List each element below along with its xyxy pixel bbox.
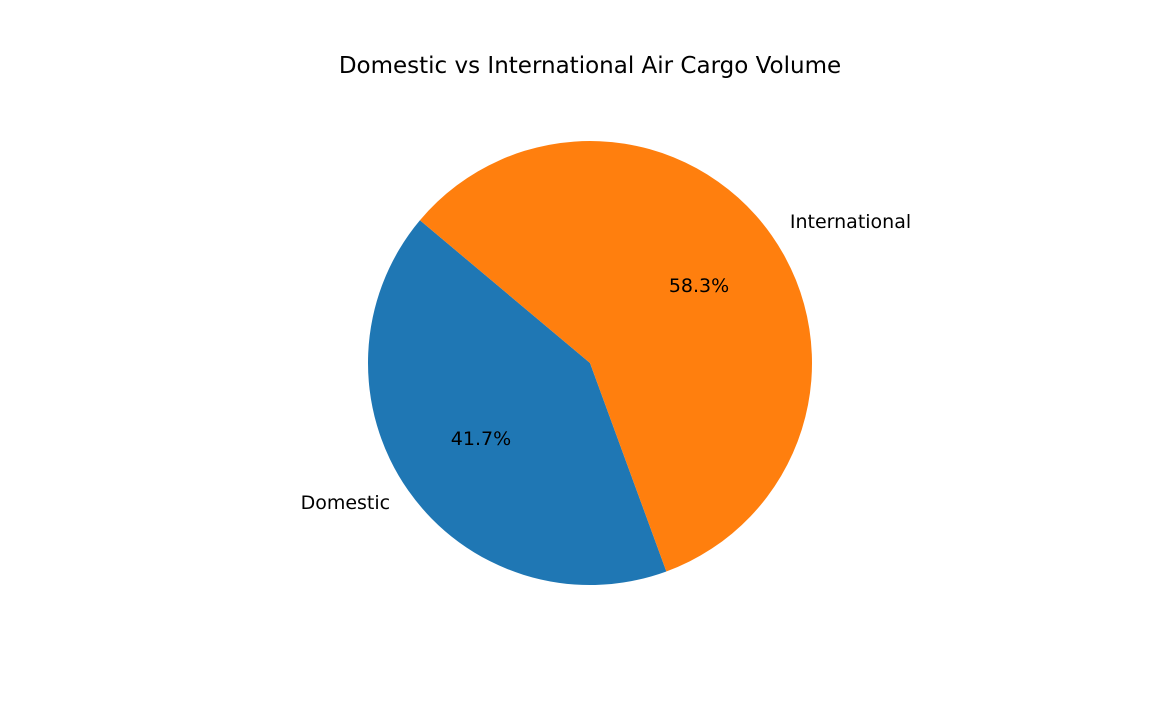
percent-label-international: 58.3% <box>669 275 729 297</box>
slice-label-international: International <box>790 211 911 233</box>
pie-slice-domestic <box>368 220 667 585</box>
slice-label-domestic: Domestic <box>301 492 391 514</box>
pie-labels: Domestic 41.7% International 58.3% <box>301 211 912 514</box>
pie-slice-international <box>419 141 812 572</box>
percent-label-domestic: 41.7% <box>451 428 511 450</box>
chart-title: Domestic vs International Air Cargo Volu… <box>339 53 841 79</box>
pie-slices <box>368 141 812 585</box>
